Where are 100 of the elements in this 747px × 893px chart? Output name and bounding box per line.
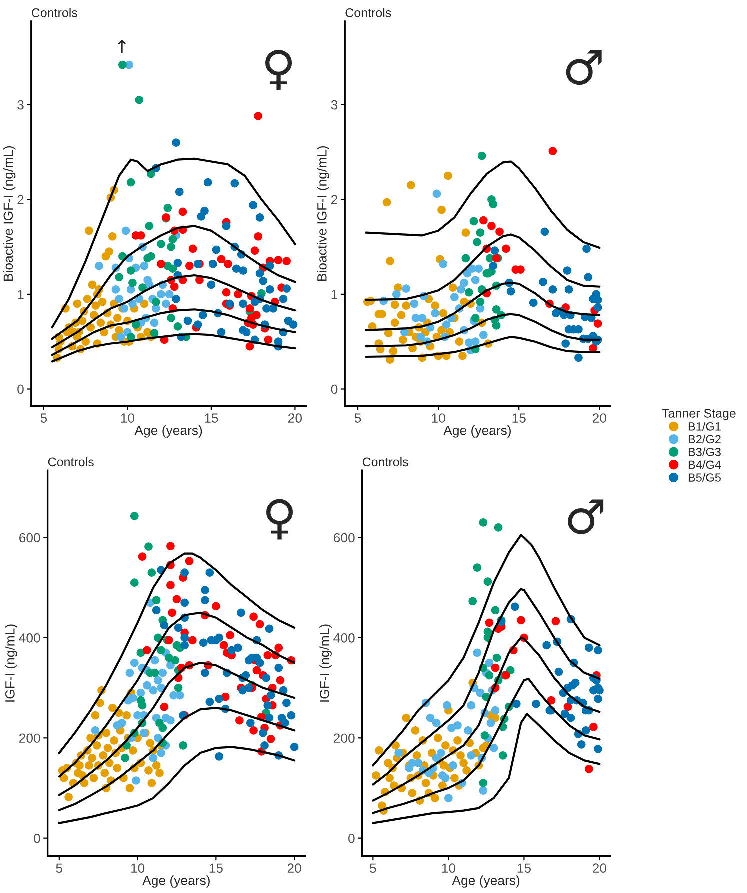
point xyxy=(397,311,406,320)
point xyxy=(449,762,458,770)
point xyxy=(108,232,117,241)
point xyxy=(454,736,462,745)
point xyxy=(287,711,296,720)
x-tick-label: 5 xyxy=(56,864,63,874)
point xyxy=(200,206,209,216)
point xyxy=(168,235,178,244)
point xyxy=(130,512,139,520)
point xyxy=(92,302,100,310)
point xyxy=(594,646,602,655)
point xyxy=(548,147,558,156)
point xyxy=(492,305,501,314)
point xyxy=(212,246,221,254)
point xyxy=(274,664,284,672)
point xyxy=(136,688,146,698)
x-axis-title: Age (years) xyxy=(444,426,511,438)
point xyxy=(260,741,269,750)
point xyxy=(249,201,258,210)
point xyxy=(489,200,498,209)
point xyxy=(438,206,446,214)
point xyxy=(571,678,580,688)
point xyxy=(172,595,182,604)
point xyxy=(517,616,526,625)
point xyxy=(448,284,458,292)
point xyxy=(150,318,159,328)
point xyxy=(486,718,496,728)
point xyxy=(390,300,400,310)
point xyxy=(480,216,488,225)
point xyxy=(146,738,154,748)
point xyxy=(156,769,164,778)
point xyxy=(130,658,139,668)
point xyxy=(450,293,459,302)
point xyxy=(144,766,153,775)
point xyxy=(167,242,176,252)
point xyxy=(85,226,94,236)
point xyxy=(540,228,550,236)
legend-label: B3/G3 xyxy=(688,448,721,456)
point xyxy=(201,586,210,595)
point xyxy=(116,332,126,342)
line-series xyxy=(51,225,296,340)
point xyxy=(426,714,435,722)
point xyxy=(564,702,572,712)
point xyxy=(455,338,464,346)
point xyxy=(135,96,144,104)
y-axis-title: IGF-I (ng/mL) xyxy=(5,624,18,702)
point xyxy=(279,295,288,304)
point xyxy=(402,284,410,293)
point xyxy=(479,786,488,795)
point xyxy=(471,276,480,284)
point xyxy=(382,198,392,207)
point xyxy=(149,686,158,695)
chart-title: Controls xyxy=(32,8,78,18)
line-series xyxy=(58,662,296,796)
point xyxy=(206,698,214,706)
point xyxy=(174,322,182,331)
point xyxy=(239,266,248,275)
point xyxy=(594,304,602,312)
x-tick-label: 15 xyxy=(210,864,223,874)
point xyxy=(138,284,147,292)
x-tick-label: 15 xyxy=(518,864,531,874)
point xyxy=(416,332,425,342)
point xyxy=(250,726,258,735)
point xyxy=(122,226,130,236)
point xyxy=(244,684,254,692)
point xyxy=(566,714,576,722)
point xyxy=(266,691,276,700)
point xyxy=(439,260,448,268)
point xyxy=(532,700,540,708)
point xyxy=(122,711,131,720)
point xyxy=(157,240,166,248)
point xyxy=(254,112,263,120)
point xyxy=(158,668,168,678)
point xyxy=(250,246,260,256)
point xyxy=(206,568,214,577)
point xyxy=(132,320,140,329)
point xyxy=(198,311,208,320)
x-tick-label: 10 xyxy=(442,864,456,874)
y-tick-label: 1 xyxy=(18,290,24,300)
point xyxy=(264,651,272,660)
point xyxy=(594,320,602,328)
x-tick-label: 10 xyxy=(121,414,135,423)
point xyxy=(539,278,548,286)
point xyxy=(220,641,228,650)
point xyxy=(594,745,602,754)
y-tick-label: 0 xyxy=(331,384,338,394)
point xyxy=(217,328,226,337)
y-tick-label: 0 xyxy=(34,834,40,844)
point xyxy=(140,300,149,308)
annotation: ♀ xyxy=(266,50,292,90)
point xyxy=(440,762,448,770)
point xyxy=(491,606,500,615)
point xyxy=(266,734,276,744)
point xyxy=(73,300,82,308)
point xyxy=(282,284,292,293)
point xyxy=(474,264,483,274)
point xyxy=(407,181,416,190)
point xyxy=(563,266,572,275)
point xyxy=(473,238,482,246)
point xyxy=(118,60,127,70)
